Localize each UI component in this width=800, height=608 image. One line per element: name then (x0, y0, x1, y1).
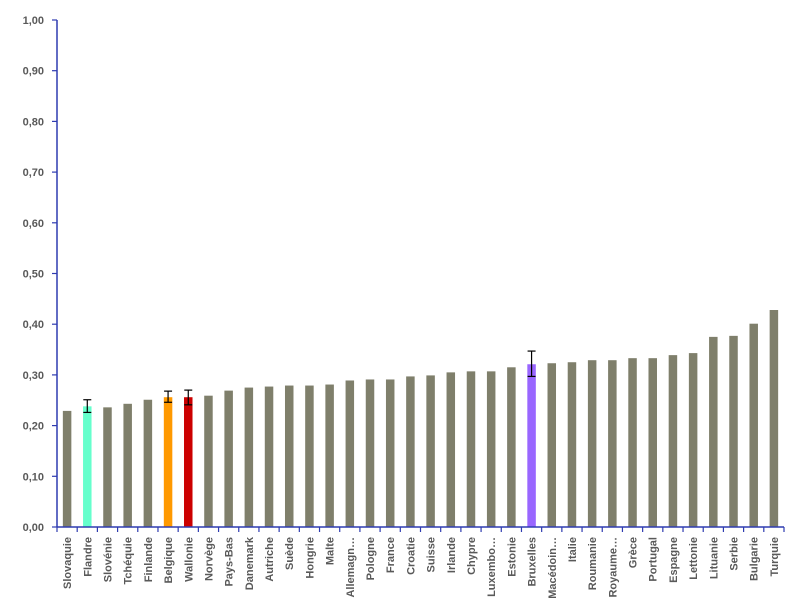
bar (325, 384, 334, 527)
y-tick-label: 0,50 (23, 269, 44, 281)
x-tick-label: Italie (567, 537, 579, 562)
bar (749, 323, 758, 527)
x-tick-label: Portugal (648, 537, 660, 582)
x-tick-label: Tchéquie (123, 537, 135, 584)
bar (527, 364, 536, 527)
y-tick-label: 0,80 (23, 116, 44, 128)
bar (224, 390, 233, 527)
error-bars (83, 350, 536, 414)
y-tick-label: 0,90 (23, 66, 44, 78)
x-tick-label: Hongrie (304, 537, 316, 579)
bar (648, 358, 657, 527)
bar (547, 363, 557, 527)
bar (305, 385, 314, 527)
bars (62, 310, 779, 527)
y-tick-label: 0,40 (23, 319, 44, 331)
x-tick-label: Finlande (143, 537, 155, 582)
bar (709, 336, 718, 527)
y-tick-label: 0,70 (23, 167, 44, 179)
y-tick-label: 0,20 (23, 421, 44, 433)
x-tick-label: Bruxelles (527, 537, 539, 587)
bar (123, 403, 132, 527)
bar (466, 371, 476, 527)
x-tick-label: Danemark (244, 536, 256, 590)
bar (406, 376, 415, 527)
bar (769, 310, 779, 527)
x-tick-label: Serbie (729, 537, 741, 571)
x-tick-label: Chypre (466, 537, 478, 575)
x-tick-label: Bulgarie (749, 537, 761, 581)
bar (446, 372, 456, 527)
x-tick-label: Autriche (264, 537, 276, 582)
x-tick-label: Flandre (82, 537, 94, 577)
x-tick-label: Luxembo… (486, 537, 498, 597)
y-axis: 0,00 0,10 0,20 0,30 0,40 0,50 0,60 0,70 0,80 0,90… (23, 15, 58, 534)
x-tick-label: Suède (284, 537, 296, 570)
x-axis: Slovaquie Flandre Slovénie Tchéquie Finlande… (56, 526, 785, 599)
bar (204, 395, 213, 527)
x-tick-label: Wallonie (183, 537, 195, 582)
x-tick-label: Belgique (163, 537, 175, 583)
x-tick-label: Estonie (506, 537, 518, 577)
x-tick-label: Allemagn… (345, 537, 357, 598)
x-tick-label: Irlande (446, 537, 458, 573)
bar (628, 358, 637, 527)
bar (668, 355, 678, 527)
bar (587, 360, 597, 527)
bar (83, 406, 92, 527)
bar (486, 371, 496, 527)
x-tick-label: Espagne (668, 537, 680, 583)
x-tick-label: Slovénie (102, 537, 114, 582)
bar (264, 386, 274, 527)
bar (507, 367, 516, 527)
x-tick-label: Norvège (203, 537, 215, 581)
y-tick-label: 0,10 (23, 471, 44, 483)
y-tick-label: 1,00 (23, 15, 44, 27)
bar (608, 360, 617, 527)
x-tick-label: Pologne (365, 537, 377, 580)
bar (385, 379, 395, 527)
x-tick-label: Roumanie (587, 537, 599, 590)
bar (103, 407, 112, 527)
bar (284, 385, 294, 527)
bar (184, 397, 193, 527)
x-tick-label: Lituanie (708, 537, 720, 579)
bar (688, 353, 698, 527)
bar (365, 379, 375, 527)
x-tick-label: France (385, 537, 397, 573)
bar (62, 410, 72, 527)
y-tick-label: 0,30 (23, 370, 44, 382)
x-tick-label: Macédoin… (547, 537, 559, 599)
y-tick-label: 0,00 (23, 522, 44, 534)
x-tick-label: Turquie (769, 537, 781, 577)
bar (567, 362, 577, 527)
bar (143, 399, 153, 527)
x-tick-label: Lettonie (688, 537, 700, 580)
x-tick-label: Grèce (628, 537, 640, 568)
x-tick-label: Slovaquie (62, 537, 74, 589)
bar (426, 375, 435, 527)
x-tick-label: Royaume… (607, 537, 619, 598)
x-tick-label: Pays-Bas (224, 537, 236, 587)
y-tick-label: 0,60 (23, 218, 44, 230)
bar (244, 387, 254, 527)
x-tick-label: Suisse (426, 537, 438, 572)
bar (345, 380, 355, 527)
x-tick-label: Croatie (405, 537, 417, 575)
x-tick-label: Malte (325, 537, 337, 565)
bar (163, 397, 173, 527)
bar (729, 335, 738, 527)
